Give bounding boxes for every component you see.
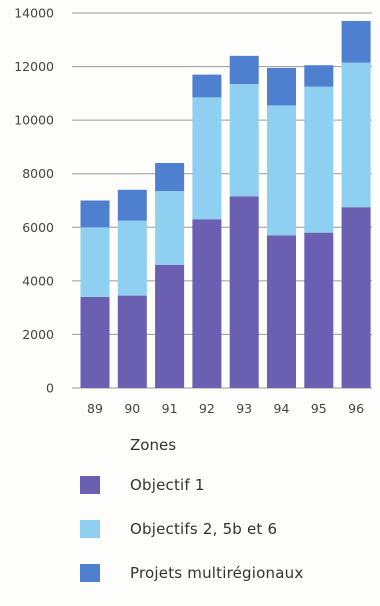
y-tick-label: 14000 <box>14 6 54 21</box>
y-tick-label: 8000 <box>22 166 54 181</box>
x-tick-label: 93 <box>236 401 252 416</box>
legend-label: Objectifs 2, 5b et 6 <box>130 520 278 538</box>
bar-segment <box>117 189 147 221</box>
bar-segment <box>304 232 334 388</box>
y-tick-label: 6000 <box>22 220 54 235</box>
legend-item-objectifs-2-5b-6: Objectifs 2, 5b et 6 <box>80 518 303 540</box>
x-tick-label: 96 <box>348 401 364 416</box>
bar-segment <box>192 219 222 388</box>
bar-segment <box>341 207 371 388</box>
bar-segment <box>80 296 110 388</box>
x-tick-label: 95 <box>311 401 327 416</box>
bar-segment <box>155 264 185 388</box>
legend-label: Objectif 1 <box>130 476 205 494</box>
legend-item-projets-multiregionaux: Projets multirégionaux <box>80 562 303 584</box>
legend-title: Zones <box>130 436 177 454</box>
x-tick-label: 91 <box>162 401 178 416</box>
bar-segment <box>192 74 222 98</box>
bar-segment <box>341 62 371 208</box>
bar-segment <box>117 220 147 296</box>
x-tick-label: 92 <box>199 401 215 416</box>
bar-segment <box>192 97 222 220</box>
bar-segment <box>155 191 185 265</box>
bar-segment <box>229 196 259 388</box>
bar-segment <box>229 83 259 197</box>
x-tick-label: 94 <box>274 401 290 416</box>
bar-segment <box>341 21 371 63</box>
legend-swatch <box>80 520 100 538</box>
bar-segment <box>304 65 334 87</box>
x-axis: 89 90 91 92 93 94 95 96 <box>87 401 364 416</box>
y-tick-label: 10000 <box>14 113 54 128</box>
legend: Zones Objectif 1 Objectifs 2, 5b et 6 Pr… <box>80 436 303 606</box>
y-tick-label: 12000 <box>14 59 54 74</box>
y-tick-label: 0 <box>46 381 54 396</box>
bar-segment <box>80 200 110 228</box>
x-tick-label: 90 <box>124 401 140 416</box>
bar-segment <box>155 163 185 192</box>
y-axis: 0 2000 4000 6000 8000 10000 12000 14000 <box>14 6 54 396</box>
y-tick-label: 4000 <box>22 273 54 288</box>
y-tick-label: 2000 <box>22 327 54 342</box>
stacked-bar-chart: 0 2000 4000 6000 8000 10000 12000 14000 89 90 91 9… <box>14 6 372 416</box>
bar-segment <box>267 235 296 388</box>
bar-segment <box>229 55 259 84</box>
legend-swatch <box>80 564 100 582</box>
bar-segment <box>304 86 334 233</box>
legend-swatch <box>80 476 100 494</box>
bar-segment <box>267 67 296 106</box>
bar-segment <box>80 227 110 297</box>
bars <box>80 21 371 388</box>
x-tick-label: 89 <box>87 401 103 416</box>
legend-label: Projets multirégionaux <box>130 564 304 582</box>
bar-segment <box>117 295 147 388</box>
bar-segment <box>267 105 296 236</box>
legend-item-objectif-1: Objectif 1 <box>80 474 303 496</box>
